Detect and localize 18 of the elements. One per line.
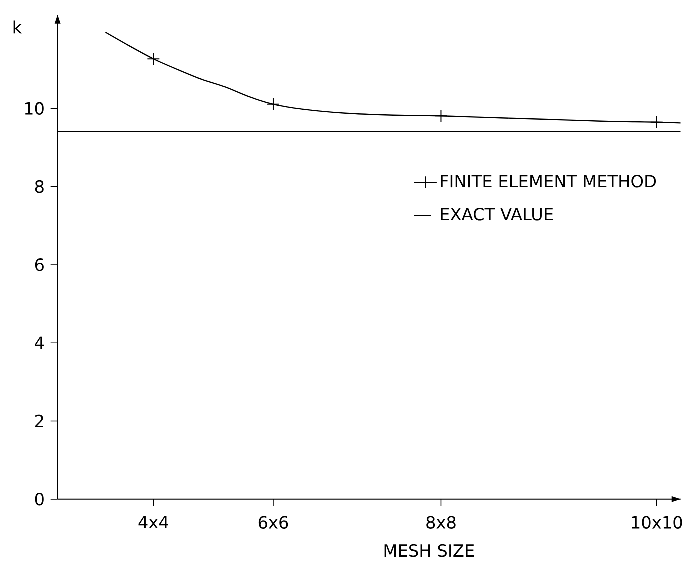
y-tick-label: 2 [36,414,44,428]
y-tick-label: 4 [35,336,44,350]
point [147,52,160,66]
legend-label: FINITE ELEMENT METHOD [441,174,656,188]
y-tick-label: 8 [35,180,44,194]
y-tick-label: 10 [25,102,44,115]
x-tick-label: 4x4 [138,516,168,528]
legend-label: EXACT VALUE [441,208,554,221]
point [434,110,448,123]
x-tick-label: 10x10 [632,516,682,529]
y-tick-label: 0 [35,492,44,506]
point [650,116,664,129]
x-tick-label: 6x6 [258,516,288,529]
x-axis-title: MESH SIZE [384,544,474,558]
y-tick-label: 6 [35,258,44,272]
point [267,98,280,111]
x-tick-label: 8x8 [426,516,456,529]
y-axis-title: k [14,20,22,34]
